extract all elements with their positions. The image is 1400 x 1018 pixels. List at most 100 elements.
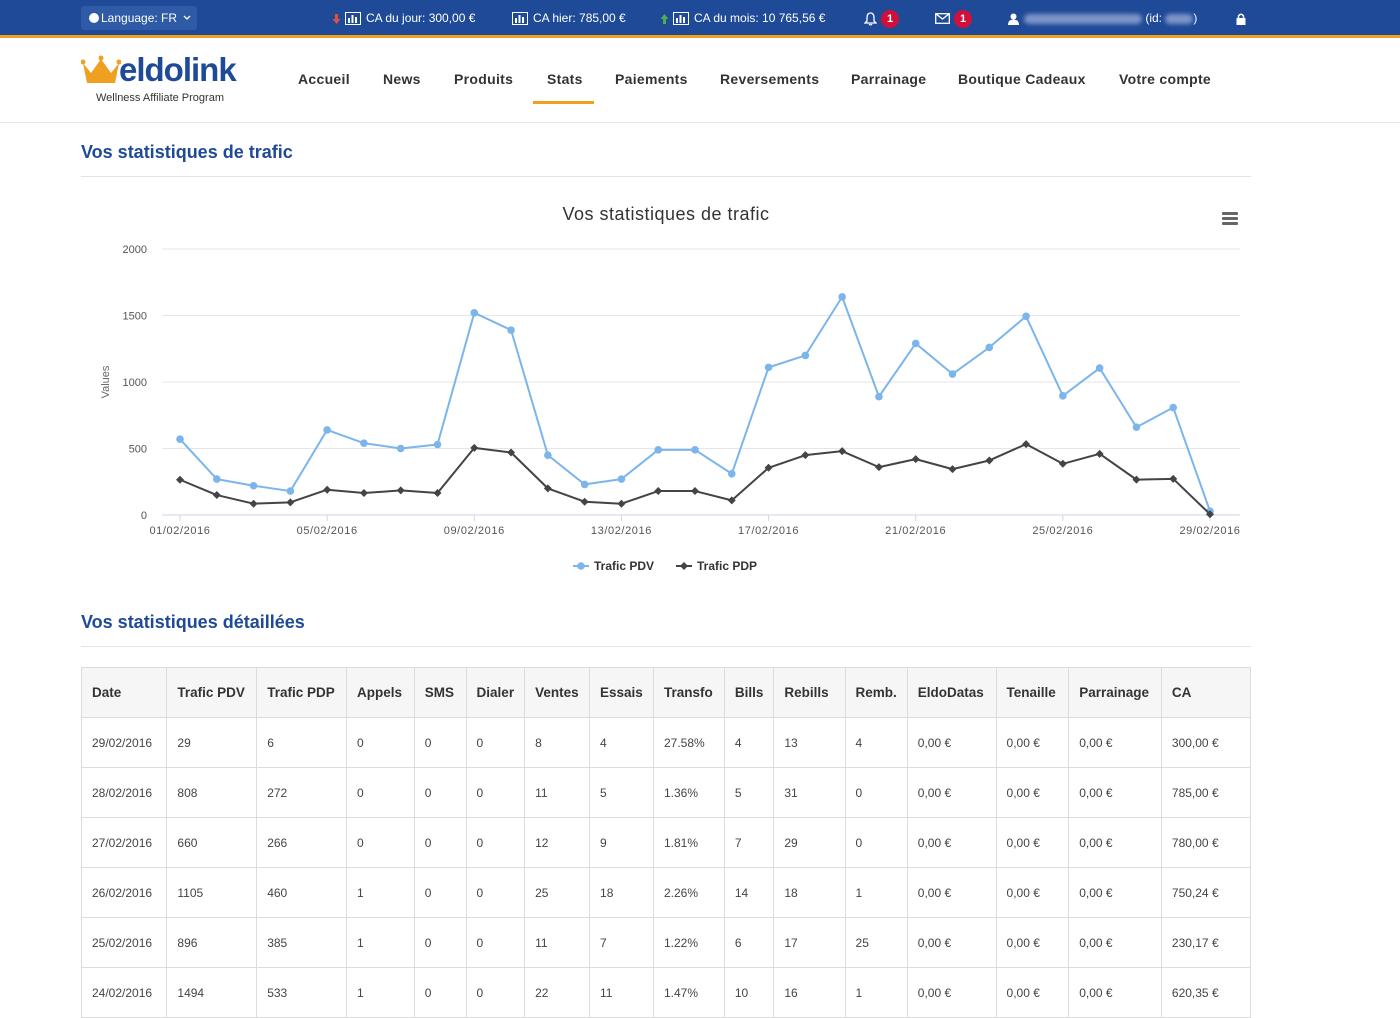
data-point xyxy=(654,487,663,496)
table-cell: 1.22% xyxy=(652,917,725,968)
table-cell: 0,00 € xyxy=(906,867,997,918)
data-point xyxy=(1132,423,1141,432)
table-cell: 6 xyxy=(723,917,775,968)
data-point xyxy=(433,440,442,449)
nav-item-parrainage[interactable]: Parrainage xyxy=(851,71,927,87)
table-cell: 460 xyxy=(256,867,348,918)
table-cell: 0,00 € xyxy=(995,867,1070,918)
table-cell: 785,00 € xyxy=(1160,767,1252,818)
data-point xyxy=(1206,510,1214,519)
table-cell: 6 xyxy=(256,717,348,768)
chart-menu-icon[interactable] xyxy=(1222,212,1238,226)
table-row: 25/02/2016 896 385 1 0 0 11 7 1.22% 6 17 25 0,00 €0,… xyxy=(80,917,1252,968)
table-cell: 0,00 € xyxy=(1068,967,1162,1018)
series-line-trafic-pdp xyxy=(179,443,1211,515)
user-id-blurred xyxy=(1165,13,1194,24)
table-cell: 7 xyxy=(589,917,654,968)
data-point xyxy=(323,485,332,494)
column-header: Transfo xyxy=(652,667,725,718)
y-tick-label: 2000 xyxy=(123,244,147,256)
table-row: 27/02/2016 660 266 0 0 0 12 9 1.81% 7 29 0 0,00 €0,0… xyxy=(80,817,1252,868)
table-cell: 24/02/2016 xyxy=(80,967,168,1018)
table-cell: 533 xyxy=(256,967,348,1018)
table-cell: 0 xyxy=(413,717,467,768)
stats-table: Date Trafic PDV Trafic PDP Appels SMS Dialer V… xyxy=(80,667,1252,1018)
data-point xyxy=(1169,474,1178,483)
table-cell: 5 xyxy=(723,767,775,818)
data-point xyxy=(1095,449,1104,458)
logout-button[interactable] xyxy=(1236,0,1246,36)
notifications-badge: 1 xyxy=(881,9,899,28)
ca-jour-label: CA du jour: 300,00 € xyxy=(366,11,476,25)
messages-button[interactable]: 1 xyxy=(935,0,972,36)
logo[interactable]: eldolink Wellness Affiliate Program xyxy=(81,51,256,111)
table-cell: 18 xyxy=(589,867,654,918)
table-cell: 1105 xyxy=(166,867,258,918)
nav-item-stats[interactable]: Stats xyxy=(547,71,583,87)
nav-item-votre-compte[interactable]: Votre compte xyxy=(1119,71,1212,87)
table-cell: 1 xyxy=(346,967,415,1018)
table-cell: 750,24 € xyxy=(1160,867,1252,918)
data-point xyxy=(691,446,699,454)
arrow-down-icon xyxy=(332,13,341,24)
envelope-icon xyxy=(935,13,950,25)
nav-item-accueil[interactable]: Accueil xyxy=(298,71,350,87)
table-cell: 1.81% xyxy=(652,817,725,868)
table-cell: 230,17 € xyxy=(1160,917,1252,968)
lock-icon xyxy=(1236,13,1246,25)
data-point xyxy=(948,370,957,378)
user-account[interactable]: (id: ) xyxy=(1008,0,1197,36)
data-point xyxy=(580,480,589,489)
table-cell: 12 xyxy=(524,817,591,868)
chevron-down-icon xyxy=(183,15,191,20)
data-point xyxy=(838,447,847,456)
table-cell: 4 xyxy=(723,717,775,768)
nav-item-paiements[interactable]: Paiements xyxy=(615,71,688,87)
table-cell: 1 xyxy=(844,967,908,1018)
nav-item-reversements[interactable]: Reversements xyxy=(720,71,820,87)
table-cell: 27.58% xyxy=(652,717,725,768)
table-cell: 18 xyxy=(773,867,846,918)
column-header: Ventes xyxy=(524,667,591,718)
data-point xyxy=(617,499,626,508)
data-point xyxy=(544,451,552,459)
table-cell: 266 xyxy=(256,817,348,868)
data-point xyxy=(507,448,516,457)
data-point xyxy=(1059,392,1067,400)
data-point xyxy=(617,475,626,483)
data-point xyxy=(360,439,368,447)
table-cell: 29 xyxy=(773,817,846,868)
x-tick-label: 01/02/2016 xyxy=(149,525,210,537)
data-point xyxy=(801,351,810,360)
table-cell: 27/02/2016 xyxy=(80,817,168,868)
table-cell: 660 xyxy=(166,817,258,868)
table-cell: 26/02/2016 xyxy=(80,867,168,918)
site-header: eldolink Wellness Affiliate Program Accu… xyxy=(0,41,1400,123)
language-selector[interactable]: Language: FR xyxy=(81,6,197,30)
table-cell: 29 xyxy=(166,717,258,768)
nav-item-boutique-cadeaux[interactable]: Boutique Cadeaux xyxy=(958,71,1086,87)
table-cell: 4 xyxy=(844,717,908,768)
table-cell: 0,00 € xyxy=(906,967,997,1018)
nav-item-news[interactable]: News xyxy=(383,71,421,87)
series-line-trafic-pdv xyxy=(179,295,1211,512)
chart-title: Vos statistiques de trafic xyxy=(562,204,770,224)
globe-icon xyxy=(89,13,99,23)
table-cell: 0 xyxy=(465,817,526,868)
data-point xyxy=(212,475,221,483)
y-axis-label: Values xyxy=(100,365,112,398)
active-nav-indicator xyxy=(533,101,594,104)
data-point xyxy=(1022,440,1031,449)
notifications-button[interactable]: 1 xyxy=(864,0,899,36)
table-cell: 0,00 € xyxy=(995,917,1070,968)
crown-icon xyxy=(81,55,121,83)
data-point xyxy=(985,456,994,465)
table-cell: 0 xyxy=(465,967,526,1018)
table-cell: 4 xyxy=(589,717,654,768)
table-cell: 0,00 € xyxy=(1068,817,1162,868)
table-cell: 17 xyxy=(773,917,846,968)
column-header: Rebills xyxy=(773,667,846,718)
nav-item-produits[interactable]: Produits xyxy=(454,71,514,87)
data-point xyxy=(985,343,994,352)
legend-marker xyxy=(577,562,585,570)
